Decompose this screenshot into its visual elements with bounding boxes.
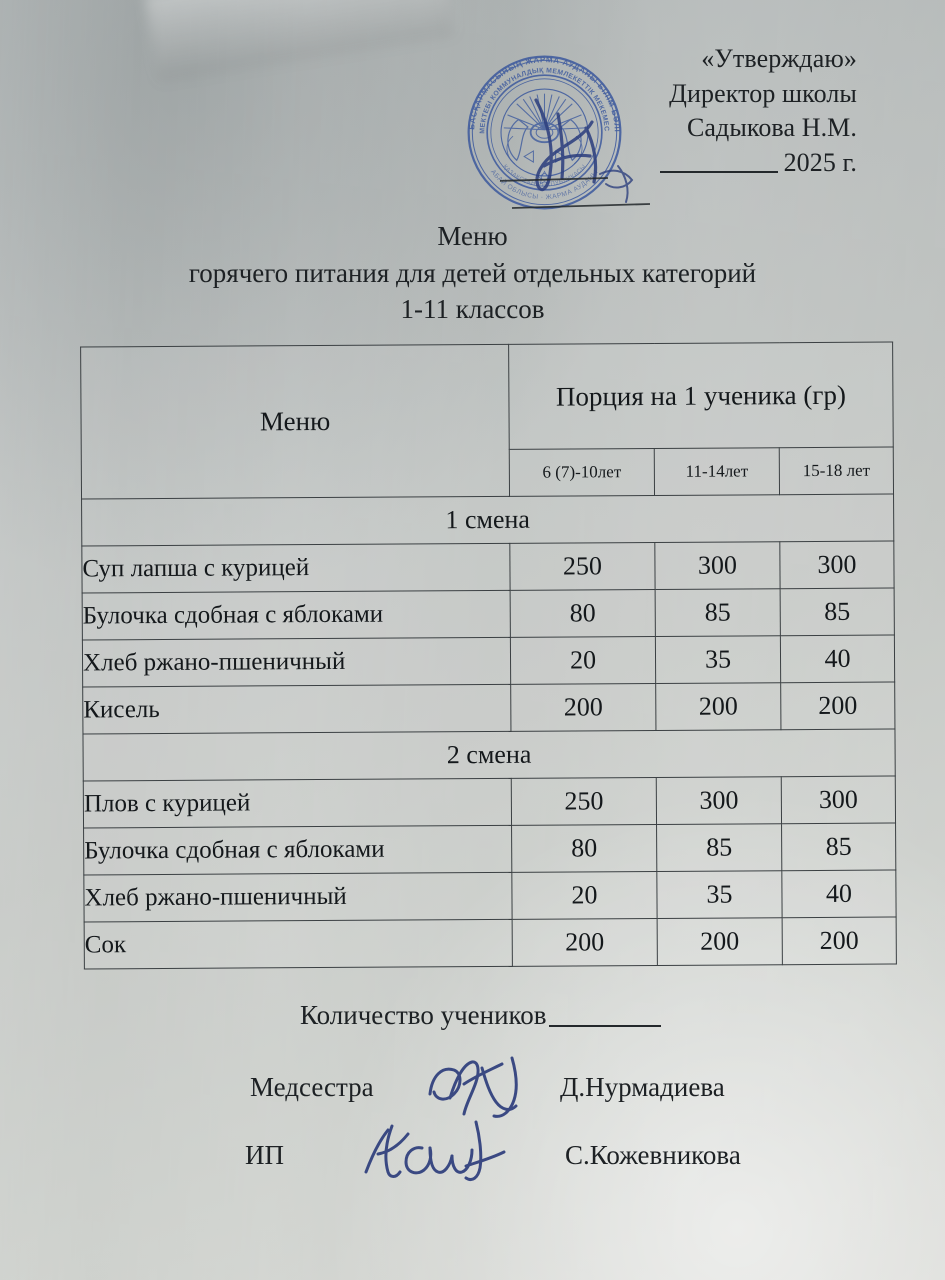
portion-value: 35 <box>656 870 783 919</box>
title-line-2: горячего питания для детей отдельных кат… <box>188 257 757 288</box>
portion-value: 40 <box>780 635 895 683</box>
dish-name: Кисель <box>82 684 511 734</box>
header-portion: Порция на 1 ученика (гр) <box>508 342 894 450</box>
document-title: Меню горячего питания для детей отдельны… <box>0 218 945 328</box>
portion-value: 20 <box>511 871 658 920</box>
nurse-signature-ink <box>428 1056 518 1118</box>
portion-value: 80 <box>510 589 656 638</box>
approval-signature-rule <box>659 170 778 173</box>
student-count-label: Количество учеников <box>300 1000 547 1030</box>
portion-value: 35 <box>655 635 781 684</box>
svg-text:МЕКТЕБІ КОММУНАЛДЫҚ МЕМЛЕКЕТТІ: МЕКТЕБІ КОММУНАЛДЫҚ МЕМЛЕКЕТТІК МЕКЕМЕСІ <box>452 40 610 134</box>
paper-crease <box>144 0 456 83</box>
dish-name: Булочка сдобная с яблоками <box>82 590 511 640</box>
ip-signature-ink <box>364 1120 506 1182</box>
portion-value: 200 <box>782 917 897 965</box>
signature-name-ip: С.Кожевникова <box>565 1140 741 1170</box>
signature-name-nurse: Д.Нурмадиева <box>560 1072 725 1102</box>
director-signature-ink <box>500 98 651 209</box>
portion-value: 300 <box>654 541 781 590</box>
portion-value: 250 <box>509 542 656 591</box>
portion-value: 85 <box>780 588 895 636</box>
official-seal-stamp: БІЛІМ БАСҚАРМАСЫНЫҢ ЖАРМА АУДАНЫ БІЛІМ Б… <box>452 40 622 210</box>
dish-name: Хлеб ржано-пшеничный <box>82 637 511 687</box>
table-row: Сок 200 200 200 <box>84 917 897 969</box>
student-count-blank[interactable] <box>548 1025 661 1027</box>
signature-role-nurse: Медсестра <box>250 1072 374 1102</box>
signature-role-ip: ИП <box>245 1140 284 1170</box>
header-age-1: 11-14лет <box>654 447 780 496</box>
portion-value: 80 <box>511 824 657 873</box>
dish-name: Хлеб ржано-пшеничный <box>83 872 513 922</box>
portion-value: 300 <box>656 776 782 825</box>
table-row: Хлеб ржано-пшеничный 20 35 40 <box>83 870 897 922</box>
shift-label-1: 1 смена <box>81 494 894 546</box>
title-line-3: 1-11 классов <box>400 294 545 325</box>
approval-role: Директор школы <box>669 78 857 108</box>
header-age-0: 6 (7)-10лет <box>509 448 655 497</box>
approval-date-line: 2025 г. <box>659 146 857 181</box>
shift-header-row: 1 смена <box>81 494 894 546</box>
table-row: Кисель 200 200 200 <box>82 682 895 734</box>
portion-value: 300 <box>781 776 896 824</box>
portion-value: 200 <box>655 682 781 731</box>
portion-value: 200 <box>657 917 783 966</box>
table-row: Булочка сдобная с яблоками 80 85 85 <box>82 588 895 640</box>
portion-value: 200 <box>780 682 895 730</box>
menu-table: Меню Порция на 1 ученика (гр) 6 (7)-10ле… <box>80 341 897 970</box>
portion-value: 20 <box>510 636 656 685</box>
portion-value: 200 <box>512 918 658 967</box>
table-row: Хлеб ржано-пшеничный 20 35 40 <box>82 635 895 687</box>
portion-value: 300 <box>779 541 895 589</box>
menu-table-container: Меню Порция на 1 ученика (гр) 6 (7)-10ле… <box>80 341 897 970</box>
portion-value: 85 <box>656 823 782 872</box>
portion-value: 85 <box>655 588 781 637</box>
svg-text:АБАЙ ОБЛЫСЫ · ЖАРМА АУДАНЫ: АБАЙ ОБЛЫСЫ · ЖАРМА АУДАНЫ <box>489 169 600 202</box>
shift-header-row: 2 смена <box>82 729 896 781</box>
svg-text:ҚАЗАҚСТАН РЕСПУБЛИКАСЫ: ҚАЗАҚСТАН РЕСПУБЛИКАСЫ <box>501 164 587 188</box>
menu-table-head: Меню Порция на 1 ученика (гр) 6 (7)-10ле… <box>80 342 894 499</box>
header-row-main: Меню Порция на 1 ученика (гр) <box>80 342 894 499</box>
portion-value: 40 <box>781 870 897 918</box>
dish-name: Булочка сдобная с яблоками <box>83 825 512 875</box>
header-menu: Меню <box>80 344 510 499</box>
table-row: Булочка сдобная с яблоками 80 85 85 <box>83 823 896 875</box>
dish-name: Сок <box>84 919 513 969</box>
table-row: Суп лапша с курицей 250 300 300 <box>81 541 895 593</box>
approval-block: «Утверждаю» Директор школы Садыкова Н.М.… <box>659 42 857 181</box>
student-count-line: Количество учеников <box>300 1000 661 1031</box>
approval-year: 2025 г. <box>783 147 857 177</box>
table-row: Плов с курицей 250 300 300 <box>83 776 896 828</box>
shift-label-2: 2 смена <box>82 729 896 781</box>
title-line-1: Меню <box>437 221 508 251</box>
svg-text:БІЛІМ БАСҚАРМАСЫНЫҢ ЖАРМА АУДА: БІЛІМ БАСҚАРМАСЫНЫҢ ЖАРМА АУДАНЫ БІЛІМ Б… <box>452 40 622 133</box>
approval-heading: «Утверждаю» <box>701 44 857 73</box>
portion-value: 200 <box>510 683 656 732</box>
portion-value: 85 <box>781 823 896 871</box>
header-age-2: 15-18 лет <box>779 447 894 495</box>
portion-value: 250 <box>511 777 657 826</box>
dish-name: Плов с курицей <box>83 778 512 828</box>
dish-name: Суп лапша с курицей <box>81 543 511 593</box>
menu-table-body: 1 смена Суп лапша с курицей 250 300 300 … <box>81 494 897 969</box>
approval-person: Садыкова Н.М. <box>686 113 857 143</box>
